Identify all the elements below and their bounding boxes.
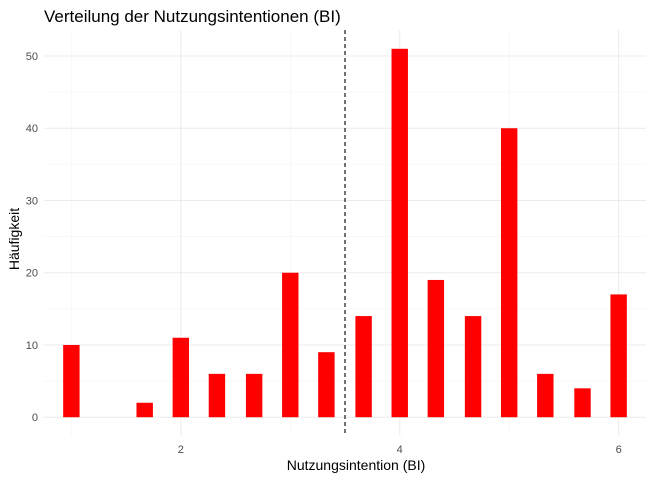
bars [63, 48, 627, 418]
bar [464, 316, 482, 418]
bar [63, 344, 80, 418]
y-tick-label: 0 [32, 412, 38, 424]
y-tick-label: 10 [26, 340, 38, 352]
x-tick-label: 6 [616, 444, 622, 456]
y-tick-label: 50 [26, 51, 38, 63]
y-tick-label: 20 [26, 268, 38, 280]
x-tick-label: 4 [397, 444, 403, 456]
x-axis-title: Nutzungsintention (BI) [287, 457, 426, 473]
bar [427, 279, 445, 418]
bar [391, 48, 408, 418]
x-tick-labels: 2 4 6 [178, 444, 622, 456]
bar [574, 388, 591, 418]
bar [136, 402, 153, 418]
bar [245, 373, 263, 418]
bar [610, 294, 627, 418]
y-tick-labels: 0 10 20 30 40 50 [26, 51, 38, 424]
y-tick-label: 40 [26, 123, 38, 135]
x-tick-label: 2 [178, 444, 184, 456]
y-axis-title: Häufigkeit [6, 208, 22, 270]
bar [500, 128, 518, 418]
y-tick-label: 30 [26, 195, 38, 207]
bar [172, 337, 190, 418]
bar [318, 352, 335, 418]
bar [208, 373, 226, 418]
bar [282, 272, 299, 418]
chart-title: Verteilung der Nutzungsintentionen (BI) [44, 7, 341, 26]
bar [355, 316, 372, 418]
bar [537, 373, 554, 418]
